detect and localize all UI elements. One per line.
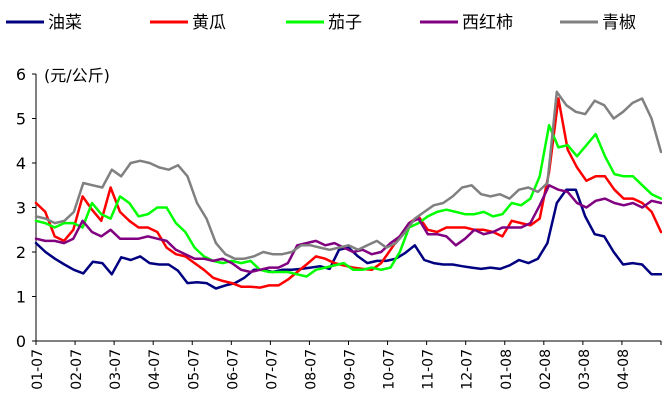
series-line (34, 90, 662, 260)
series-line (34, 188, 662, 290)
x-tick-label: 11-07 (421, 349, 437, 390)
x-tick-label: 12-07 (460, 349, 476, 390)
x-tick-label: 02-07 (69, 349, 85, 390)
x-tick-label: 05-07 (186, 349, 202, 390)
legend-item: 油菜 (6, 13, 82, 33)
legend-label: 西红柿 (462, 13, 513, 33)
y-tick-label: 2 (16, 243, 26, 262)
x-tick-label: 06-07 (225, 349, 241, 390)
series-line (34, 184, 662, 274)
series-lines (34, 90, 662, 290)
legend-item: 西红柿 (420, 13, 513, 33)
x-tick-label: 01-07 (30, 349, 46, 390)
legend-label: 油菜 (48, 13, 82, 33)
x-tick-label: 04-07 (147, 349, 163, 390)
y-tick-label: 0 (16, 332, 26, 351)
x-tick-label: 08-07 (303, 349, 319, 390)
legend-item: 青椒 (560, 13, 636, 33)
x-tick-label: 09-07 (343, 349, 359, 390)
legend-label: 茄子 (328, 13, 362, 33)
y-tick-label: 3 (16, 199, 26, 218)
legend-item: 黄瓜 (150, 13, 226, 33)
legend-item: 茄子 (286, 13, 362, 33)
x-tick-label: 03-07 (108, 349, 124, 390)
y-tick-label: 1 (16, 288, 26, 307)
x-tick-label: 07-07 (264, 349, 280, 390)
axes: 0 1 2 3 4 5 6 01-07 02-07 03-07 04-07 05-07 06-07 07-… (16, 65, 662, 390)
y-tick-label: 4 (16, 154, 26, 173)
legend-label: 黄瓜 (192, 13, 226, 33)
x-tick-label: 02-08 (538, 349, 554, 390)
legend-label: 青椒 (602, 13, 636, 33)
series-line (34, 123, 662, 278)
unit-label: (元/公斤) (44, 66, 110, 85)
x-tick-label: 04-08 (616, 349, 632, 390)
y-tick-label: 6 (16, 65, 26, 84)
legend: 油菜 黄瓜 茄子 西红柿 青椒 (6, 13, 636, 33)
x-tick-label: 03-08 (577, 349, 593, 390)
x-tick-label: 10-07 (382, 349, 398, 390)
x-tick-label: 01-08 (499, 349, 515, 390)
y-tick-label: 5 (16, 110, 26, 129)
